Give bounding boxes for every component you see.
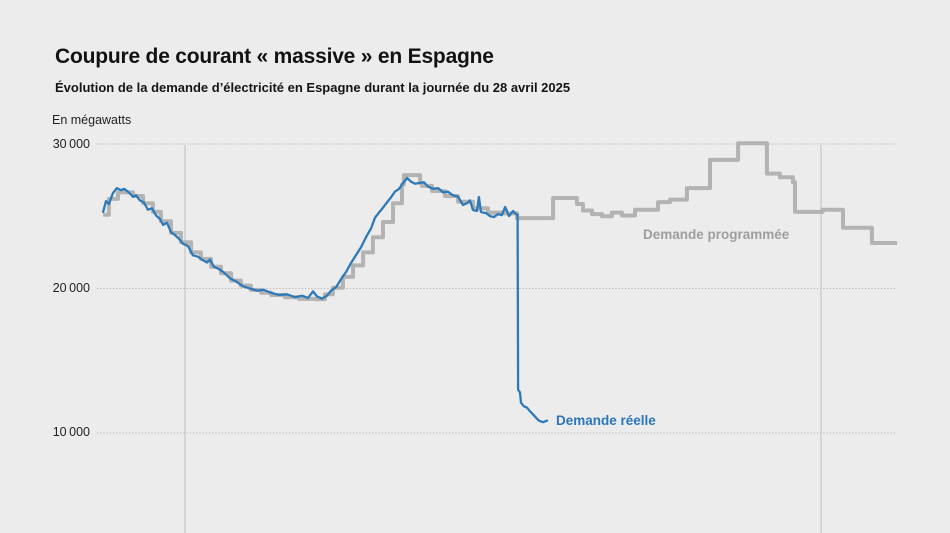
chart-subtitle: Évolution de la demande d’électricité en… xyxy=(55,80,571,95)
y-tick-10000: 10 000 xyxy=(52,425,90,439)
series-label-demande-programmee: Demande programmée xyxy=(643,227,790,242)
y-axis-unit-label: En mégawatts xyxy=(52,113,132,127)
page-title: Coupure de courant « massive » en Espagn… xyxy=(55,45,494,68)
y-tick-20000: 20 000 xyxy=(52,281,90,295)
series-label-demande-reelle: Demande réelle xyxy=(556,413,656,428)
series-line-demande-reelle xyxy=(101,176,549,424)
series-line-demande-programmee xyxy=(103,141,898,302)
y-tick-30000: 30 000 xyxy=(52,137,90,151)
